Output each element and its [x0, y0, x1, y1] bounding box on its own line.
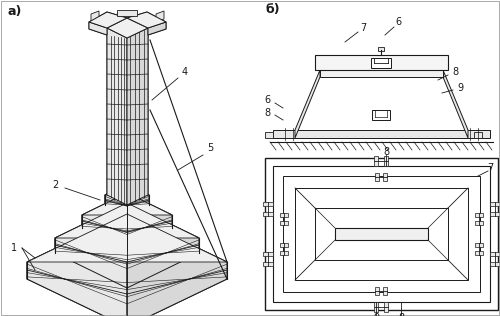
Polygon shape: [107, 28, 127, 205]
Polygon shape: [27, 214, 227, 262]
Polygon shape: [82, 193, 172, 215]
Polygon shape: [107, 18, 148, 38]
Polygon shape: [55, 203, 127, 288]
Bar: [475, 251, 483, 255]
Polygon shape: [107, 28, 127, 205]
Text: 7: 7: [360, 23, 366, 33]
Text: 6: 6: [395, 17, 401, 27]
Bar: [374, 156, 378, 166]
Bar: [375, 287, 379, 295]
Bar: [384, 156, 388, 166]
Text: 2: 2: [52, 180, 58, 190]
Polygon shape: [127, 12, 166, 28]
Polygon shape: [89, 22, 107, 35]
Bar: [295, 188, 468, 280]
Polygon shape: [443, 70, 468, 138]
Polygon shape: [89, 22, 107, 35]
Bar: [335, 228, 428, 240]
Bar: [383, 287, 387, 295]
Polygon shape: [127, 214, 227, 316]
Bar: [280, 213, 288, 217]
Polygon shape: [107, 18, 148, 38]
Text: 8: 8: [264, 108, 270, 118]
Bar: [378, 47, 384, 51]
Polygon shape: [127, 193, 172, 250]
Polygon shape: [320, 70, 443, 77]
Polygon shape: [89, 12, 127, 28]
Polygon shape: [127, 203, 199, 288]
Bar: [263, 212, 273, 216]
Text: 3: 3: [115, 13, 121, 23]
Polygon shape: [91, 11, 99, 22]
Polygon shape: [127, 183, 149, 217]
Bar: [372, 110, 390, 120]
Bar: [371, 58, 391, 68]
Text: 7: 7: [487, 163, 493, 173]
Polygon shape: [295, 70, 320, 138]
Text: 4: 4: [182, 67, 188, 77]
Bar: [280, 251, 288, 255]
Text: 9: 9: [457, 83, 463, 93]
Text: 8: 8: [398, 313, 404, 316]
Polygon shape: [82, 193, 172, 250]
Bar: [475, 213, 483, 217]
Text: 9: 9: [373, 313, 379, 316]
Bar: [315, 55, 448, 70]
Polygon shape: [105, 183, 149, 195]
Bar: [273, 166, 490, 302]
Bar: [280, 243, 288, 247]
Bar: [315, 208, 448, 260]
Text: а): а): [8, 5, 22, 19]
Polygon shape: [148, 22, 166, 35]
Polygon shape: [55, 203, 199, 288]
Bar: [265, 158, 498, 310]
Text: 8: 8: [383, 147, 389, 157]
Text: 6: 6: [264, 95, 270, 105]
Polygon shape: [265, 132, 273, 138]
Polygon shape: [127, 28, 148, 205]
Polygon shape: [55, 203, 199, 238]
Polygon shape: [82, 193, 127, 250]
Polygon shape: [117, 10, 137, 16]
Text: 5: 5: [207, 143, 213, 153]
Bar: [475, 243, 483, 247]
Bar: [384, 302, 388, 312]
Polygon shape: [148, 22, 166, 35]
Polygon shape: [27, 214, 127, 316]
Bar: [475, 221, 483, 225]
Polygon shape: [127, 12, 166, 28]
Bar: [263, 202, 273, 206]
Text: 1: 1: [11, 243, 17, 253]
Text: 8: 8: [452, 67, 458, 77]
Bar: [490, 252, 500, 256]
Bar: [273, 130, 490, 138]
Bar: [490, 262, 500, 266]
Bar: [374, 302, 378, 312]
Bar: [490, 202, 500, 206]
Polygon shape: [474, 132, 482, 138]
Polygon shape: [105, 183, 149, 217]
Text: б): б): [265, 3, 280, 16]
Bar: [280, 221, 288, 225]
Bar: [490, 212, 500, 216]
Bar: [383, 173, 387, 181]
Polygon shape: [27, 214, 227, 316]
Bar: [263, 262, 273, 266]
Bar: [283, 176, 480, 292]
Bar: [375, 173, 379, 181]
Polygon shape: [127, 28, 148, 205]
Polygon shape: [156, 11, 164, 22]
Polygon shape: [105, 183, 127, 217]
Polygon shape: [89, 12, 127, 28]
Bar: [263, 252, 273, 256]
